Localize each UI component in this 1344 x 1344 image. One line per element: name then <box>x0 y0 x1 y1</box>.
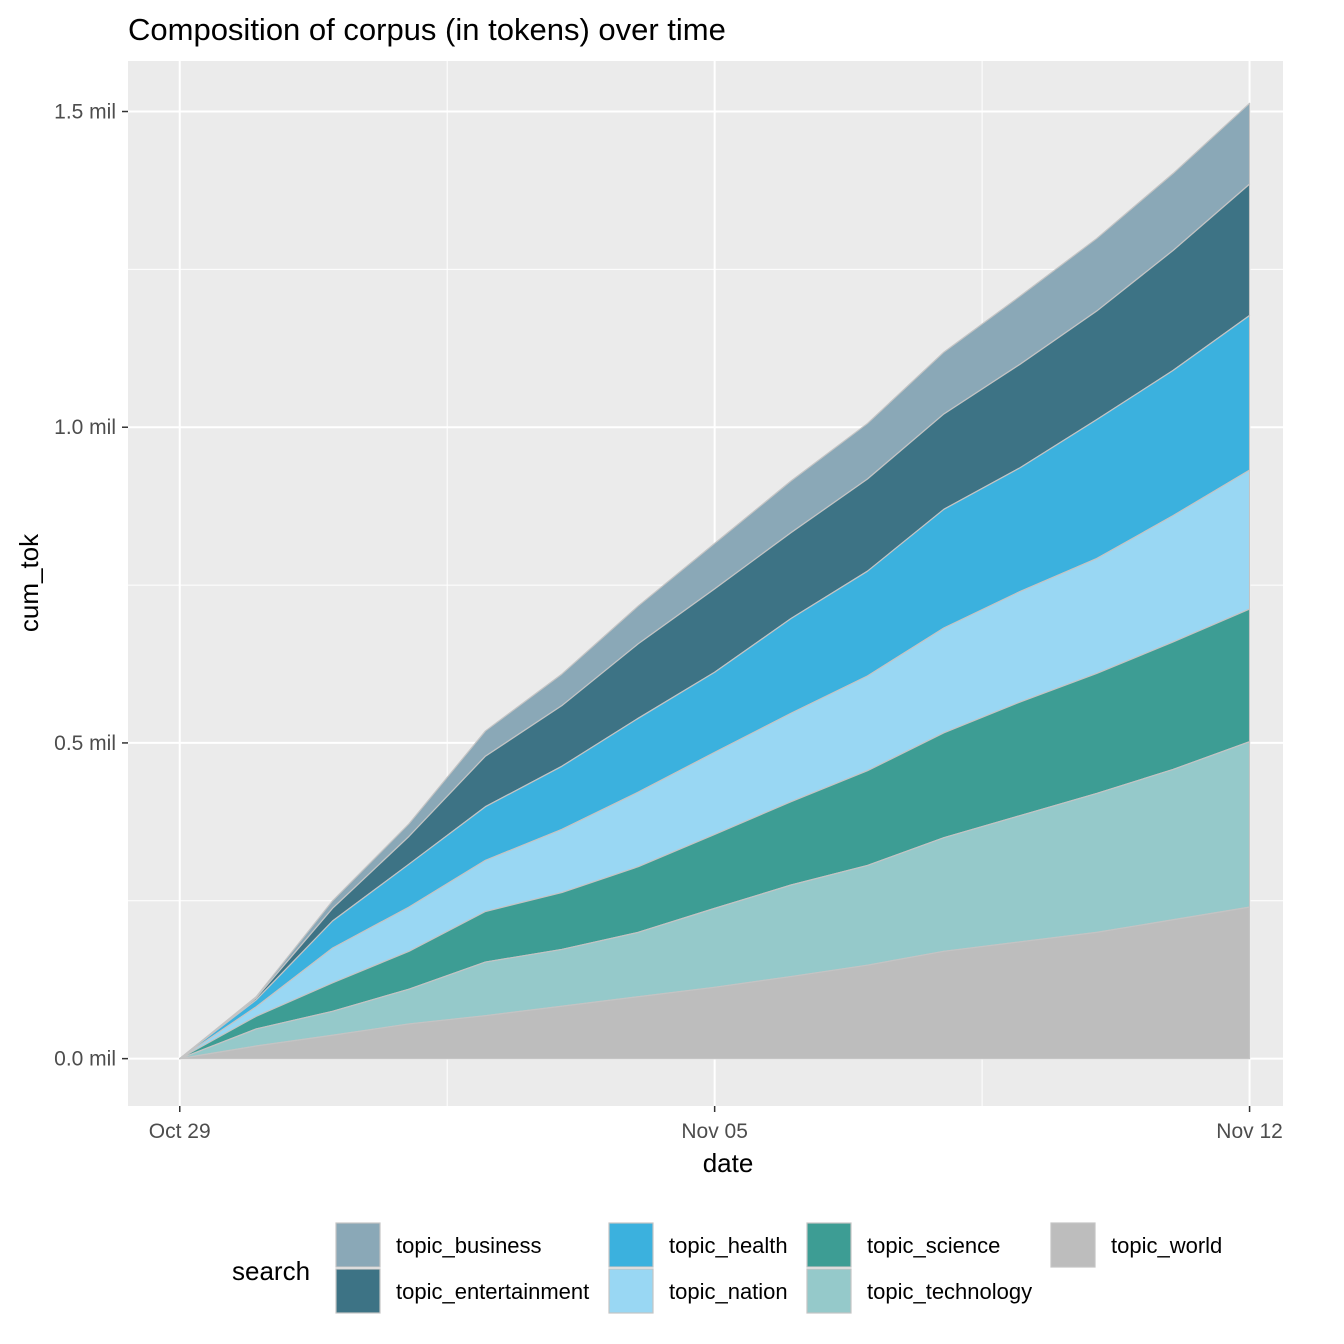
legend: search topic_business topic_entertainment… <box>232 1222 1222 1314</box>
legend-label: topic_technology <box>867 1279 1032 1304</box>
legend-key-topic-health <box>608 1222 654 1268</box>
legend-key-topic-nation <box>608 1268 654 1314</box>
legend-key-topic-technology <box>806 1268 852 1314</box>
chart-title: Composition of corpus (in tokens) over t… <box>128 12 726 47</box>
legend-key-topic-science <box>806 1222 852 1268</box>
legend-key-topic-business <box>335 1222 381 1268</box>
legend-label: topic_nation <box>669 1279 788 1304</box>
axis-layer: 0.0 mil 0.5 mil 1.0 mil 1.5 mil Oct 29 Nov 05… <box>54 101 1283 1143</box>
y-tick-label: 0.5 mil <box>54 732 116 755</box>
y-tick-label: 0.0 mil <box>54 1048 116 1071</box>
y-axis-title: cum_tok <box>14 533 44 632</box>
legend-label: topic_world <box>1111 1233 1222 1258</box>
y-tick-label: 1.0 mil <box>54 416 116 439</box>
x-tick-label: Nov 12 <box>1216 1120 1283 1143</box>
legend-key-topic-world <box>1050 1222 1096 1268</box>
legend-label: topic_entertainment <box>396 1279 589 1304</box>
x-tick-label: Nov 05 <box>681 1120 748 1143</box>
legend-label: topic_science <box>867 1233 1000 1258</box>
legend-label: topic_health <box>669 1233 788 1258</box>
area-topic-world <box>179 906 1251 1060</box>
legend-title: search <box>232 1256 310 1286</box>
area-layer <box>179 102 1251 1060</box>
x-axis-title: date <box>703 1148 754 1178</box>
legend-label: topic_business <box>396 1233 542 1258</box>
legend-key-topic-entertainment <box>335 1268 381 1314</box>
x-tick-label: Oct 29 <box>149 1120 211 1143</box>
y-tick-label: 1.5 mil <box>54 101 116 124</box>
